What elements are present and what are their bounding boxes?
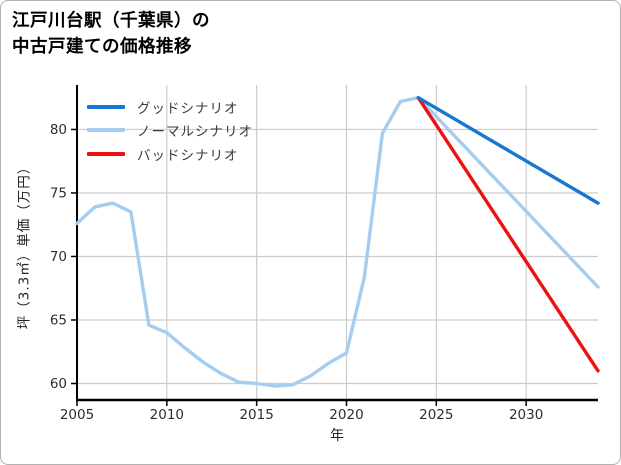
- legend-label-bad: バッドシナリオ: [137, 147, 239, 164]
- legend-label-normal: ノーマルシナリオ: [137, 124, 253, 141]
- y-tick-label-80: 80: [50, 122, 67, 138]
- legend-item-normal: ノーマルシナリオ: [87, 119, 253, 143]
- legend-item-bad: バッドシナリオ: [87, 142, 253, 166]
- series-normal-forecast: [416, 95, 600, 289]
- y-axis-label: 坪（3.3㎡）単価（万円）: [16, 159, 33, 330]
- legend: グッドシナリオ ノーマルシナリオ バッドシナリオ: [87, 95, 253, 166]
- y-tick-label-70: 70: [50, 249, 67, 265]
- legend-label-good: グッドシナリオ: [137, 100, 239, 117]
- chart-title-line2: 中古戸建ての価格推移: [12, 37, 192, 57]
- y-tick-label-75: 75: [50, 185, 67, 201]
- y-tick-label-65: 65: [50, 312, 67, 328]
- chart-title-line1: 江戸川台駅（千葉県）の: [12, 11, 210, 31]
- x-tick-label-2025: 2025: [419, 407, 453, 423]
- series-good-forecast: [416, 95, 600, 205]
- x-tick-label-2010: 2010: [150, 407, 184, 423]
- chart-title: 江戸川台駅（千葉県）の 中古戸建ての価格推移: [12, 8, 210, 60]
- legend-item-good: グッドシナリオ: [87, 95, 253, 119]
- series-bad-forecast: [416, 95, 600, 373]
- x-tick-label-2030: 2030: [509, 407, 543, 423]
- x-axis-label: 年: [330, 428, 344, 444]
- good-scenario-line-swatch: [87, 104, 125, 109]
- series-history: [75, 95, 420, 388]
- normal-scenario-line-swatch: [87, 128, 125, 133]
- x-tick-label-2005: 2005: [60, 407, 94, 423]
- bad-scenario-line-swatch: [87, 151, 125, 156]
- x-tick-label-2020: 2020: [329, 407, 363, 423]
- y-tick-label-60: 60: [50, 376, 67, 392]
- x-tick-label-2015: 2015: [239, 407, 273, 423]
